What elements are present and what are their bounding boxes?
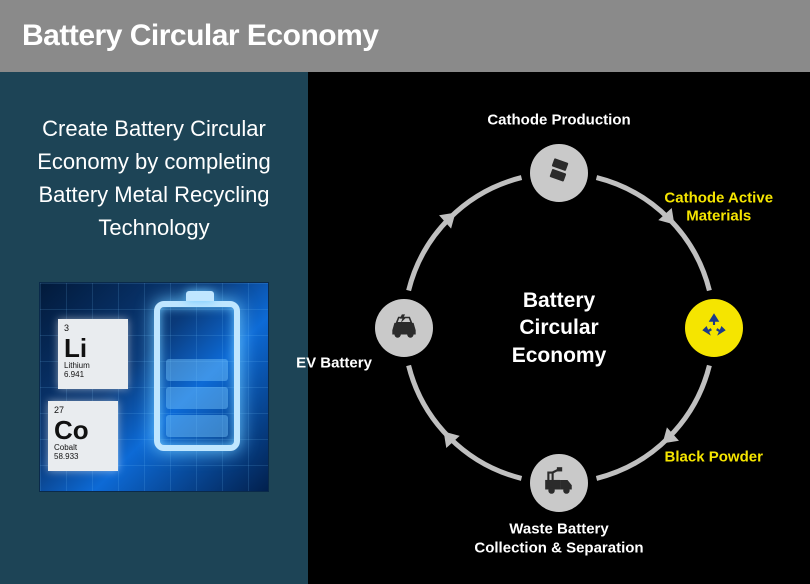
battery-cell <box>166 387 228 409</box>
element-symbol: Co <box>54 417 112 443</box>
ring-arc <box>409 178 522 291</box>
element-number: 27 <box>54 405 112 415</box>
cathode-icon <box>542 154 576 193</box>
ring-arc <box>409 365 522 478</box>
cycle-node-cathode <box>530 144 588 202</box>
battery-illustration: 3 Li Lithium 6.941 27 Co Cobalt 58.933 <box>39 282 269 492</box>
page-title: Battery Circular Economy <box>22 19 378 53</box>
center-line: Circular <box>519 316 598 339</box>
node-label-waste: Waste BatteryCollection & Separation <box>474 520 643 558</box>
node-label-ev: EV Battery <box>296 355 372 374</box>
node-label-cathode: Cathode Production <box>487 112 630 131</box>
battery-icon <box>154 301 240 451</box>
edge-label-0: Cathode ActiveMaterials <box>664 189 773 227</box>
element-symbol: Li <box>64 335 122 361</box>
content: Create Battery Circular Economy by compl… <box>0 72 810 584</box>
cycle-node-recycle <box>685 299 743 357</box>
battery-cell <box>166 359 228 381</box>
element-mass: 6.941 <box>64 370 122 379</box>
center-line: Battery <box>523 289 595 312</box>
edge-label-1: Black Powder <box>665 448 763 467</box>
recycle-icon <box>697 309 731 348</box>
element-number: 3 <box>64 323 122 333</box>
center-line: Economy <box>512 344 607 367</box>
element-mass: 58.933 <box>54 452 112 461</box>
left-panel: Create Battery Circular Economy by compl… <box>0 72 308 584</box>
center-label: Battery Circular Economy <box>512 287 607 369</box>
tagline: Create Battery Circular Economy by compl… <box>18 112 290 244</box>
element-tile-li: 3 Li Lithium 6.941 <box>58 319 128 389</box>
cycle-node-ev <box>375 299 433 357</box>
diagram-panel: Battery Circular Economy Cathode Product… <box>308 72 810 584</box>
cycle-node-waste <box>530 454 588 512</box>
element-tile-co: 27 Co Cobalt 58.933 <box>48 401 118 471</box>
truck-icon <box>542 464 576 503</box>
element-name: Lithium <box>64 361 122 370</box>
header-bar: Battery Circular Economy <box>0 0 810 72</box>
battery-cell <box>166 415 228 437</box>
car-icon <box>387 309 421 348</box>
